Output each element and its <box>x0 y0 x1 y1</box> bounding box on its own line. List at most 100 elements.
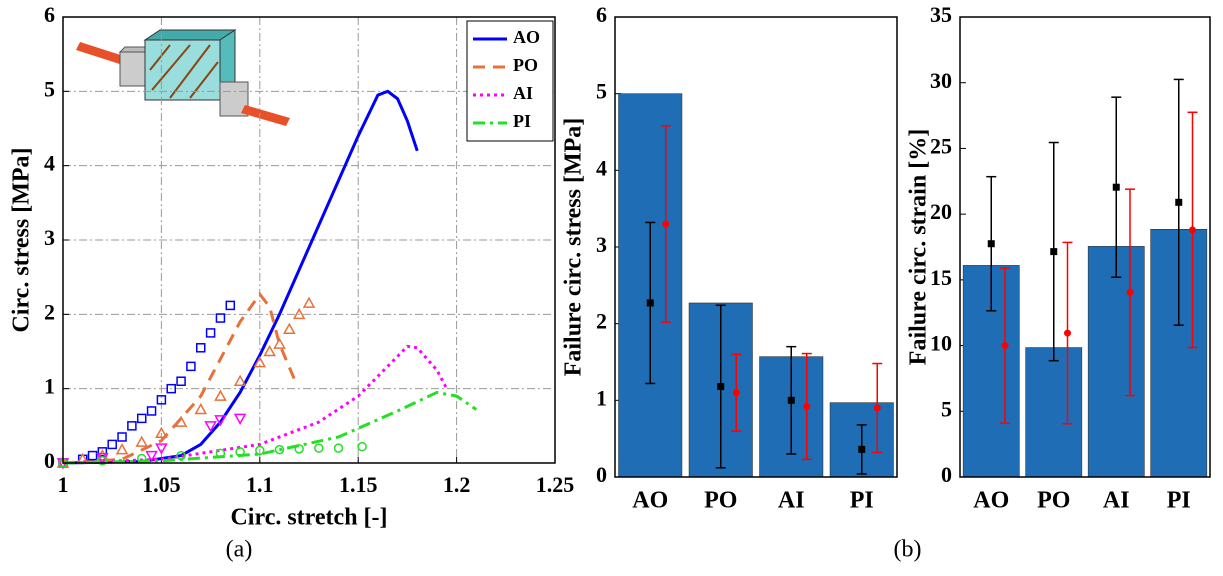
marker <box>205 328 216 338</box>
marker <box>155 443 168 455</box>
y-tick-label: 20 <box>930 199 952 224</box>
panel-caption: (b) <box>894 537 922 563</box>
marker <box>987 240 995 248</box>
marker <box>253 356 267 368</box>
marker <box>294 444 304 454</box>
marker <box>302 296 316 308</box>
marker <box>87 450 98 461</box>
legend-label: PI <box>513 111 531 131</box>
marker <box>717 383 725 391</box>
y-tick-label: 5 <box>44 76 55 101</box>
y-tick-label: 3 <box>44 225 55 250</box>
y-tick-label: 10 <box>930 331 952 356</box>
x-tick-label: PO <box>1037 488 1070 514</box>
marker <box>225 300 236 311</box>
marker <box>1050 248 1058 256</box>
legend-label: AI <box>513 83 533 103</box>
y-tick-label: 0 <box>44 448 55 473</box>
y-tick-label: 4 <box>596 155 607 180</box>
y-tick-label: 30 <box>930 68 952 93</box>
y-tick-label: 5 <box>596 79 607 104</box>
legend-label: AO <box>513 27 540 47</box>
y-tick-label: 3 <box>596 232 607 257</box>
y-tick-label: 4 <box>44 151 55 176</box>
y-tick-label: 5 <box>941 396 952 421</box>
marker <box>283 322 296 334</box>
marker <box>235 447 245 457</box>
marker <box>155 426 168 439</box>
y-tick-label: 0 <box>941 462 952 487</box>
x-tick-label: PO <box>704 488 737 514</box>
marker <box>127 421 137 431</box>
y-tick-label: 2 <box>596 309 607 334</box>
bar <box>1087 246 1145 478</box>
x-tick-label: 1.25 <box>536 472 575 497</box>
marker <box>115 443 129 455</box>
marker <box>233 374 247 386</box>
marker <box>1189 226 1196 234</box>
marker <box>662 220 670 228</box>
marker <box>858 445 866 453</box>
x-tick-label: 1.05 <box>142 472 181 497</box>
marker <box>357 441 367 452</box>
marker <box>292 307 306 320</box>
marker <box>156 395 167 405</box>
y-axis-label: Failure circ. strain [%] <box>906 129 932 365</box>
x-tick-label: 1 <box>58 472 69 497</box>
marker <box>97 456 108 466</box>
marker <box>146 406 157 416</box>
marker <box>274 444 285 455</box>
marker <box>117 432 127 442</box>
y-tick-label: 0 <box>596 462 607 487</box>
plot-frame <box>62 16 556 464</box>
marker <box>204 421 217 433</box>
data-line <box>62 291 297 465</box>
legend-label: PO <box>513 55 538 75</box>
y-axis-label: Circ. stress [MPa] <box>9 147 35 332</box>
inset-illustration <box>76 29 290 126</box>
plot-frame <box>614 16 898 478</box>
marker <box>732 389 740 397</box>
x-tick-label: PI <box>850 488 874 514</box>
marker <box>174 415 188 427</box>
marker <box>176 376 186 386</box>
data-line <box>62 390 478 465</box>
y-tick-label: 35 <box>930 2 952 27</box>
x-tick-label: AO <box>973 488 1009 514</box>
x-tick-label: AO <box>632 488 668 514</box>
marker <box>1112 183 1120 191</box>
x-tick-label: 1.15 <box>339 472 378 497</box>
marker <box>803 402 811 410</box>
marker <box>214 389 227 401</box>
marker <box>166 383 176 394</box>
marker <box>233 413 247 425</box>
x-tick-label: AI <box>1103 488 1130 514</box>
marker <box>314 443 324 453</box>
marker <box>1126 288 1134 296</box>
marker <box>255 445 265 456</box>
marker <box>194 402 208 415</box>
marker <box>196 343 206 353</box>
y-tick-label: 25 <box>930 133 952 158</box>
plot-frame <box>959 16 1211 478</box>
y-tick-label: 15 <box>930 265 952 290</box>
marker <box>97 447 108 457</box>
marker <box>145 450 158 463</box>
data-line <box>62 89 419 465</box>
y-tick-label: 2 <box>44 299 55 324</box>
data-line <box>62 344 449 465</box>
y-tick-label: 1 <box>596 385 607 410</box>
marker <box>333 443 344 453</box>
x-tick-label: 1.1 <box>246 472 274 497</box>
marker <box>263 344 276 357</box>
marker <box>646 299 654 307</box>
y-tick-label: 1 <box>44 374 55 399</box>
marker <box>1064 329 1071 337</box>
x-tick-label: PI <box>1167 488 1191 514</box>
bar <box>1025 347 1083 478</box>
marker <box>214 415 227 427</box>
legend-box <box>466 20 554 142</box>
marker <box>273 337 286 349</box>
marker <box>873 404 881 412</box>
